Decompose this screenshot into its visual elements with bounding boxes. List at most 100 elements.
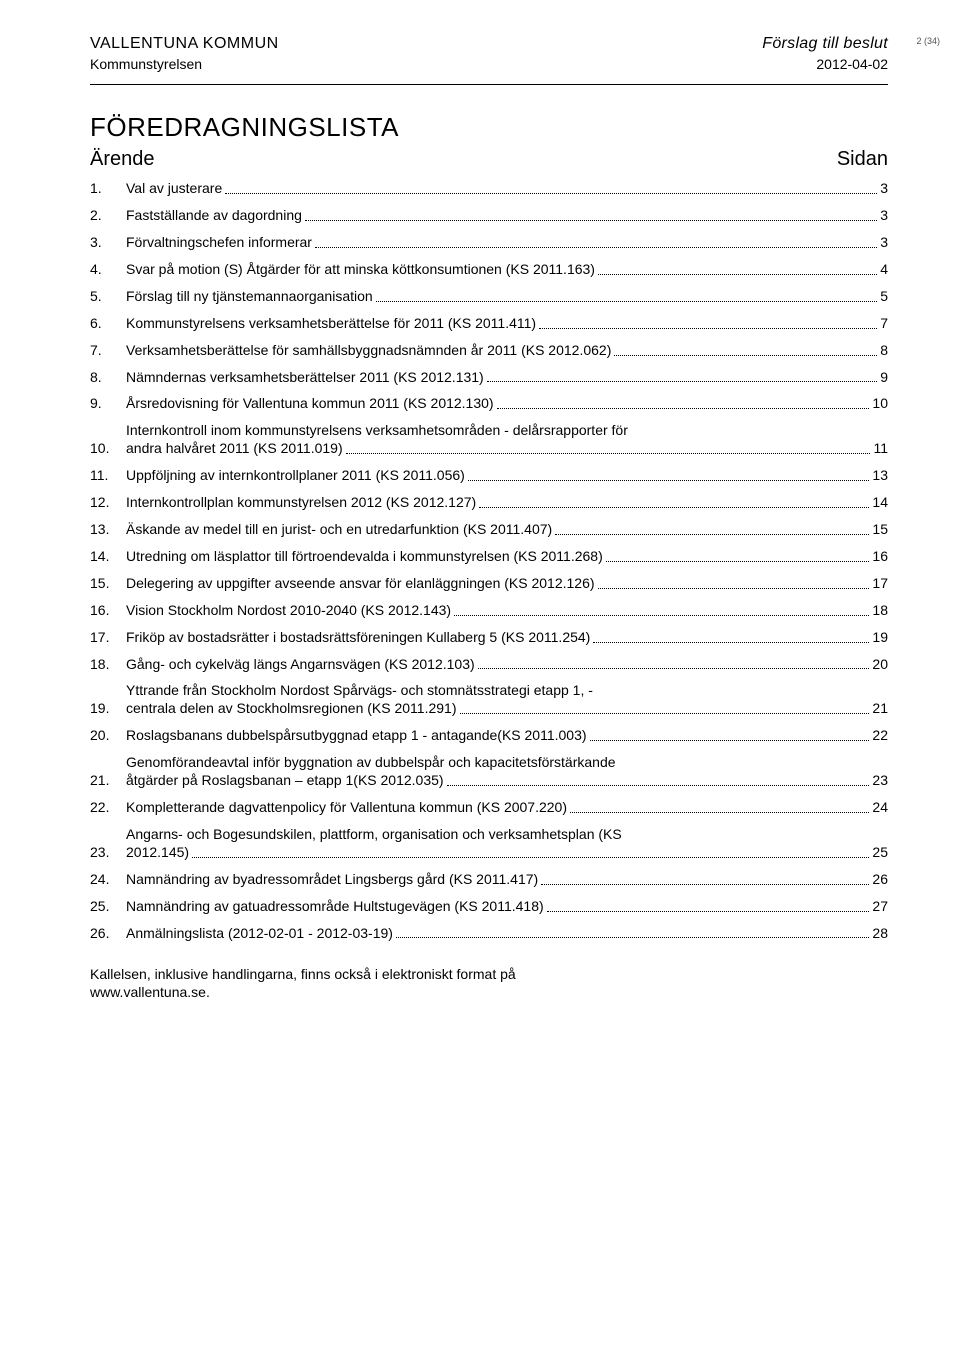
toc-item-body: Angarns- och Bogesundskilen, plattform, … xyxy=(126,826,888,862)
column-headers: Ärende Sidan xyxy=(90,147,888,173)
toc-item-number: 2. xyxy=(90,207,126,225)
toc-item-number: 11. xyxy=(90,467,126,485)
toc-item: 4.Svar på motion (S) Åtgärder för att mi… xyxy=(90,261,888,279)
toc-leader-dots xyxy=(305,220,877,221)
toc-item: 10.Internkontroll inom kommunstyrelsens … xyxy=(90,422,888,458)
toc-item-text: Förvaltningschefen informerar xyxy=(126,234,312,252)
toc-item-continuation: andra halvåret 2011 (KS 2011.019) xyxy=(126,440,343,458)
toc-item: 15.Delegering av uppgifter avseende ansv… xyxy=(90,575,888,593)
toc-item-page: 8 xyxy=(880,342,888,360)
toc-item-text: Äskande av medel till en jurist- och en … xyxy=(126,521,552,539)
toc-item-number: 13. xyxy=(90,521,126,539)
toc-item-text: Kompletterande dagvattenpolicy för Valle… xyxy=(126,799,567,817)
toc-item-text: Namnändring av byadressområdet Lingsberg… xyxy=(126,871,538,889)
toc-item-text: Vision Stockholm Nordost 2010-2040 (KS 2… xyxy=(126,602,451,620)
toc-leader-dots xyxy=(539,328,877,329)
toc-item-number: 17. xyxy=(90,629,126,647)
toc-leader-dots xyxy=(468,480,870,481)
toc-item-line: Årsredovisning för Vallentuna kommun 201… xyxy=(126,395,888,413)
toc-item-body: Kommunstyrelsens verksamhetsberättelse f… xyxy=(126,315,888,333)
toc-item: 7.Verksamhetsberättelse för samhällsbygg… xyxy=(90,342,888,360)
toc-leader-dots xyxy=(598,274,877,275)
toc-item: 23.Angarns- och Bogesundskilen, plattfor… xyxy=(90,826,888,862)
toc-item-text: Roslagsbanans dubbelspårsutbyggnad etapp… xyxy=(126,727,587,745)
footer-note: Kallelsen, inklusive handlingarna, finns… xyxy=(90,966,888,1002)
toc-item-number: 21. xyxy=(90,772,126,790)
toc-item-line: Namnändring av byadressområdet Lingsberg… xyxy=(126,871,888,889)
toc-item-text: Fastställande av dagordning xyxy=(126,207,302,225)
toc-item-body: Förslag till ny tjänstemannaorganisation… xyxy=(126,288,888,306)
toc-item-page: 15 xyxy=(872,521,888,539)
toc-item: 3.Förvaltningschefen informerar3 xyxy=(90,234,888,252)
toc-item-page: 10 xyxy=(872,395,888,413)
toc-item: 9.Årsredovisning för Vallentuna kommun 2… xyxy=(90,395,888,413)
toc-item: 11.Uppföljning av internkontrollplaner 2… xyxy=(90,467,888,485)
toc-item-page: 5 xyxy=(880,288,888,306)
document-date: 2012-04-02 xyxy=(762,56,888,74)
toc-item-number: 23. xyxy=(90,844,126,862)
toc-item-line: Gång- och cykelväg längs Angarnsvägen (K… xyxy=(126,656,888,674)
toc-item-line: Svar på motion (S) Åtgärder för att mins… xyxy=(126,261,888,279)
toc-item-page: 27 xyxy=(872,898,888,916)
toc-leader-dots xyxy=(590,740,870,741)
toc-item-number: 24. xyxy=(90,871,126,889)
toc-item-page: 24 xyxy=(872,799,888,817)
column-left-label: Ärende xyxy=(90,147,837,173)
toc-item-line: Äskande av medel till en jurist- och en … xyxy=(126,521,888,539)
toc-item-line: Förslag till ny tjänstemannaorganisation… xyxy=(126,288,888,306)
toc-item-line: Internkontrollplan kommunstyrelsen 2012 … xyxy=(126,494,888,512)
footer-line-2: www.vallentuna.se. xyxy=(90,984,888,1002)
toc-leader-dots xyxy=(547,911,870,912)
toc-leader-dots xyxy=(478,668,870,669)
toc-item-line: Fastställande av dagordning3 xyxy=(126,207,888,225)
toc-item-body: Internkontroll inom kommunstyrelsens ver… xyxy=(126,422,888,458)
toc-item-body: Utredning om läsplattor till förtroendev… xyxy=(126,548,888,566)
toc-item: 24.Namnändring av byadressområdet Lingsb… xyxy=(90,871,888,889)
toc-item-page: 11 xyxy=(873,440,888,458)
toc-item: 13.Äskande av medel till en jurist- och … xyxy=(90,521,888,539)
toc-item: 5.Förslag till ny tjänstemannaorganisati… xyxy=(90,288,888,306)
toc-item-body: Årsredovisning för Vallentuna kommun 201… xyxy=(126,395,888,413)
toc-item-text: Gång- och cykelväg längs Angarnsvägen (K… xyxy=(126,656,475,674)
toc-item-number: 10. xyxy=(90,440,126,458)
table-of-contents: 1.Val av justerare32.Fastställande av da… xyxy=(90,180,888,942)
toc-item-continuation: centrala delen av Stockholmsregionen (KS… xyxy=(126,700,457,718)
document-title: FÖREDRAGNINGSLISTA xyxy=(90,111,888,144)
toc-item-number: 14. xyxy=(90,548,126,566)
toc-item-line: Friköp av bostadsrätter i bostadsrättsfö… xyxy=(126,629,888,647)
toc-leader-dots xyxy=(454,615,869,616)
toc-item: 6.Kommunstyrelsens verksamhetsberättelse… xyxy=(90,315,888,333)
toc-item-page: 18 xyxy=(872,602,888,620)
toc-item-number: 8. xyxy=(90,369,126,387)
toc-item-line: Anmälningslista (2012-02-01 - 2012-03-19… xyxy=(126,925,888,943)
toc-item-line: Namnändring av gatuadressområde Hultstug… xyxy=(126,898,888,916)
toc-item-text: Genomförandeavtal inför byggnation av du… xyxy=(126,754,888,772)
toc-item-page: 23 xyxy=(872,772,888,790)
toc-item-body: Namnändring av byadressområdet Lingsberg… xyxy=(126,871,888,889)
toc-item-number: 6. xyxy=(90,315,126,333)
toc-item-number: 20. xyxy=(90,727,126,745)
toc-leader-dots xyxy=(606,561,870,562)
toc-item-page: 22 xyxy=(872,727,888,745)
toc-item-page: 3 xyxy=(880,234,888,252)
toc-item-line: Delegering av uppgifter avseende ansvar … xyxy=(126,575,888,593)
toc-leader-dots xyxy=(479,507,869,508)
toc-leader-dots xyxy=(460,713,870,714)
toc-item-body: Namnändring av gatuadressområde Hultstug… xyxy=(126,898,888,916)
toc-item-body: Internkontrollplan kommunstyrelsen 2012 … xyxy=(126,494,888,512)
toc-item-number: 1. xyxy=(90,180,126,198)
toc-item-body: Kompletterande dagvattenpolicy för Valle… xyxy=(126,799,888,817)
toc-item: 14.Utredning om läsplattor till förtroen… xyxy=(90,548,888,566)
toc-leader-dots xyxy=(555,534,869,535)
toc-item-page: 21 xyxy=(872,700,888,718)
toc-item-text: Internkontrollplan kommunstyrelsen 2012 … xyxy=(126,494,476,512)
toc-item-text: Förslag till ny tjänstemannaorganisation xyxy=(126,288,373,306)
toc-item-line: Kompletterande dagvattenpolicy för Valle… xyxy=(126,799,888,817)
toc-leader-dots xyxy=(192,857,869,858)
toc-item: 16.Vision Stockholm Nordost 2010-2040 (K… xyxy=(90,602,888,620)
toc-item-line: åtgärder på Roslagsbanan – etapp 1(KS 20… xyxy=(126,772,888,790)
toc-item-text: Anmälningslista (2012-02-01 - 2012-03-19… xyxy=(126,925,393,943)
toc-item-body: Nämndernas verksamhetsberättelser 2011 (… xyxy=(126,369,888,387)
toc-item-body: Äskande av medel till en jurist- och en … xyxy=(126,521,888,539)
toc-item-number: 9. xyxy=(90,395,126,413)
